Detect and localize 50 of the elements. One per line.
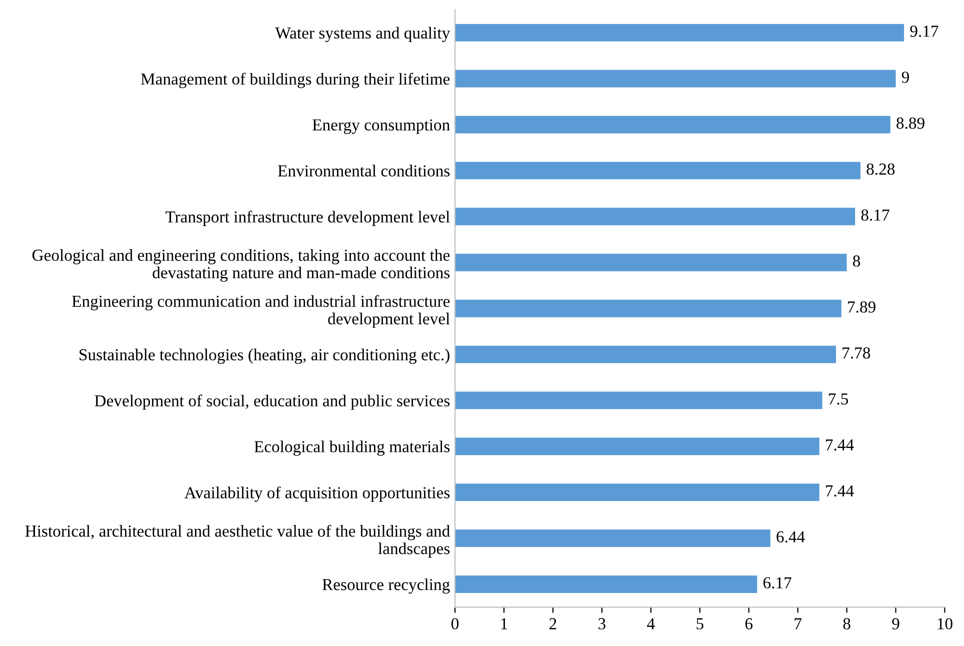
bar [455, 484, 820, 502]
y-tick-label: Management of buildings during their lifetime [140, 72, 450, 88]
data-label: 6.44 [776, 531, 805, 543]
x-tick-label: 5 [696, 618, 704, 630]
bar [455, 300, 842, 318]
y-tick-label: Availability of acquisition opportunities [184, 486, 450, 502]
y-tick-label: Geological and engineering conditions, taking into account the devastating nature and man-made conditions [32, 249, 450, 282]
x-tick-label: 10 [938, 618, 952, 630]
x-tick-label: 6 [745, 618, 753, 630]
data-label: 7.44 [826, 485, 854, 497]
bar [455, 530, 770, 548]
data-label: 9.17 [910, 26, 938, 37]
data-label: 7.5 [828, 393, 848, 405]
bar [455, 208, 856, 226]
y-tick-label: Engineering communication and industrial infrastructure development level [72, 295, 450, 328]
data-label: 7.78 [842, 347, 870, 359]
y-tick-label: Resource recycling [322, 578, 450, 594]
bar [455, 24, 904, 42]
data-label: 6.17 [763, 577, 792, 588]
x-tick-label: 3 [598, 618, 606, 630]
data-label: 7.89 [848, 301, 876, 313]
x-tick-label: 8 [843, 618, 850, 630]
x-tick-label: 4 [647, 618, 655, 630]
bar [455, 70, 896, 88]
data-label: 8.89 [896, 118, 924, 129]
x-tick-label: 1 [501, 618, 508, 630]
data-label: 8.28 [866, 163, 895, 175]
data-label: 7.44 [826, 439, 854, 451]
y-tick-label: Ecological building materials [254, 440, 450, 456]
y-tick-label: Development of social, education and public services [94, 394, 450, 410]
y-tick-label: Water systems and quality [275, 26, 450, 42]
x-tick-label: 0 [451, 618, 459, 630]
data-label: 8.17 [861, 209, 890, 221]
data-label: 8 [852, 255, 860, 267]
data-label: 9 [902, 72, 909, 83]
bar [455, 162, 860, 180]
x-tick-label: 7 [794, 618, 802, 630]
bar [455, 116, 890, 134]
bar [455, 438, 820, 456]
y-tick-label: Environmental conditions [278, 164, 450, 177]
bar [455, 392, 822, 410]
bar [455, 346, 836, 364]
x-tick-label: 9 [892, 618, 900, 630]
y-tick-label: Sustainable technologies (heating, air conditioning etc.) [80, 348, 450, 364]
y-tick-label: Transport infrastructure development level [165, 210, 450, 226]
bar [455, 576, 758, 593]
x-tick-label: 2 [550, 618, 556, 630]
y-tick-label: Energy consumption [312, 119, 450, 134]
y-tick-label: Historical, architectural and aesthetic value of the buildings and landscapes [25, 524, 450, 558]
bar [455, 254, 847, 272]
